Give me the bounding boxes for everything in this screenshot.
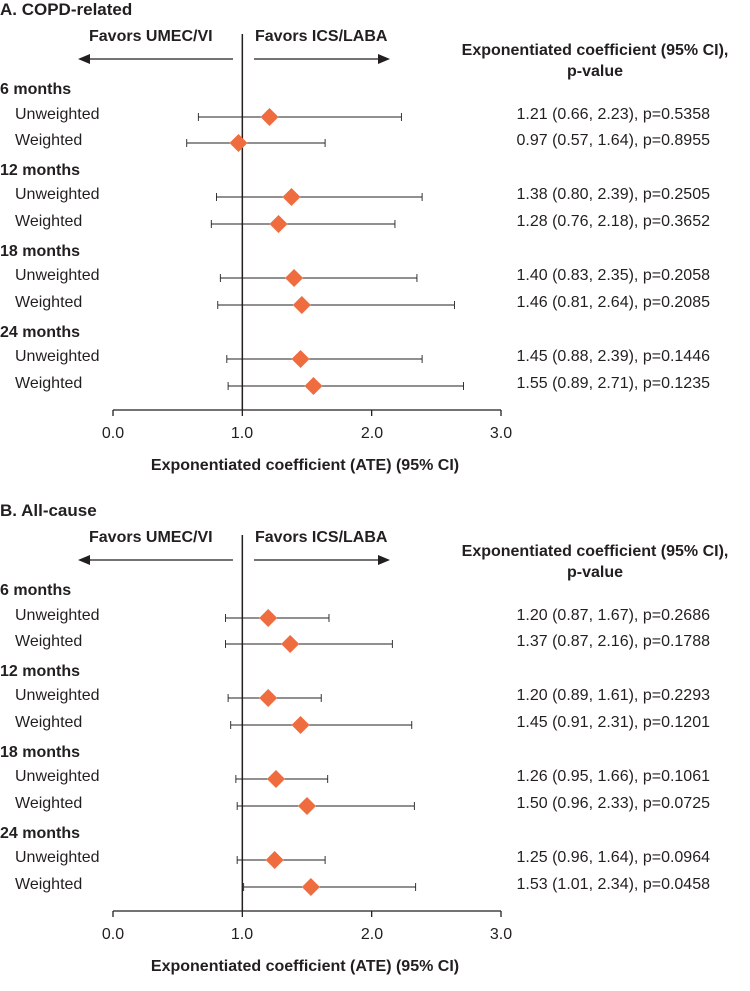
row-label: Weighted — [15, 375, 83, 392]
timepoint-label: 18 months — [0, 744, 81, 761]
favors-right-arrowhead — [378, 54, 390, 64]
forest-panel-a: A. COPD-related Favors UMEC/VI Favors IC… — [0, 0, 750, 490]
row-label: Weighted — [15, 795, 83, 812]
estimate-text: 1.26 (0.95, 1.66), p=0.1061 — [516, 768, 710, 785]
point-estimate-diamond — [260, 108, 279, 126]
x-tick-label: 0.0 — [101, 425, 125, 442]
favors-left-label: Favors UMEC/VI — [89, 28, 213, 45]
timepoint-label: 6 months — [0, 81, 72, 98]
point-estimate-diamond — [265, 851, 284, 869]
x-tick-label: 1.0 — [230, 425, 254, 442]
estimate-text: 1.40 (0.83, 2.35), p=0.2058 — [516, 267, 710, 284]
row-label: Weighted — [15, 714, 83, 731]
point-estimate-diamond — [281, 635, 300, 653]
row-label: Unweighted — [15, 768, 100, 785]
point-estimate-diamond — [304, 377, 323, 395]
estimate-text: 1.46 (0.81, 2.64), p=0.2085 — [516, 294, 710, 311]
estimate-text: 1.53 (1.01, 2.34), p=0.0458 — [516, 876, 710, 893]
row-label: Unweighted — [15, 186, 100, 203]
forest-panel-b: B. All-cause Favors UMEC/VI Favors ICS/L… — [0, 501, 750, 991]
row-label: Unweighted — [15, 687, 100, 704]
row-label: Weighted — [15, 213, 83, 230]
estimate-text: 1.37 (0.87, 2.16), p=0.1788 — [516, 633, 710, 650]
panel-title: B. All-cause — [0, 501, 97, 520]
estimate-text: 1.45 (0.91, 2.31), p=0.1201 — [516, 714, 710, 731]
estimate-text: 1.25 (0.96, 1.64), p=0.0964 — [516, 849, 710, 866]
favors-right-label: Favors ICS/LABA — [255, 529, 388, 546]
timepoint-label: 6 months — [0, 582, 72, 599]
x-tick-label: 1.0 — [230, 926, 254, 943]
estimate-text: 1.50 (0.96, 2.33), p=0.0725 — [516, 795, 710, 812]
x-tick-label: 3.0 — [489, 425, 513, 442]
panel-title: A. COPD-related — [0, 0, 133, 19]
x-tick-label: 2.0 — [360, 425, 384, 442]
estimate-text: 1.20 (0.87, 1.67), p=0.2686 — [516, 607, 710, 624]
estimate-text: 1.20 (0.89, 1.61), p=0.2293 — [516, 687, 710, 704]
x-tick-label: 3.0 — [489, 926, 513, 943]
favors-right-label: Favors ICS/LABA — [255, 28, 388, 45]
row-label: Unweighted — [15, 849, 100, 866]
point-estimate-diamond — [259, 609, 278, 627]
x-tick-label: 0.0 — [101, 926, 125, 943]
point-estimate-diamond — [259, 689, 278, 707]
favors-left-label: Favors UMEC/VI — [89, 529, 213, 546]
estimate-text: 0.97 (0.57, 1.64), p=0.8955 — [516, 132, 710, 149]
estimate-header-line2: p-value — [566, 564, 623, 581]
favors-left-arrowhead — [78, 54, 90, 64]
point-estimate-diamond — [301, 878, 320, 896]
row-label: Unweighted — [15, 106, 100, 123]
estimate-header-line1: Exponentiated coefficient (95% CI), — [461, 42, 729, 59]
estimate-column-header: Exponentiated coefficient (95% CI), p-va… — [440, 40, 750, 82]
point-estimate-diamond — [291, 350, 310, 368]
timepoint-label: 12 months — [0, 162, 81, 179]
estimate-header-line1: Exponentiated coefficient (95% CI), — [461, 543, 729, 560]
point-estimate-diamond — [282, 188, 301, 206]
estimate-text: 1.55 (0.89, 2.71), p=0.1235 — [516, 375, 710, 392]
estimate-text: 1.45 (0.88, 2.39), p=0.1446 — [516, 348, 710, 365]
point-estimate-diamond — [266, 770, 285, 788]
point-estimate-diamond — [291, 716, 310, 734]
row-label: Weighted — [15, 294, 83, 311]
row-label: Unweighted — [15, 267, 100, 284]
point-estimate-diamond — [229, 134, 248, 152]
estimate-header-line2: p-value — [566, 63, 623, 80]
timepoint-label: 24 months — [0, 324, 81, 341]
timepoint-label: 24 months — [0, 825, 81, 842]
timepoint-label: 18 months — [0, 243, 81, 260]
timepoint-label: 12 months — [0, 663, 81, 680]
x-axis-title: Exponentiated coefficient (ATE) (95% CI) — [150, 958, 460, 975]
row-label: Weighted — [15, 876, 83, 893]
row-label: Unweighted — [15, 348, 100, 365]
point-estimate-diamond — [269, 215, 288, 233]
favors-left-arrowhead — [78, 555, 90, 565]
forest-plot-svg — [78, 34, 502, 416]
point-estimate-diamond — [298, 797, 316, 815]
row-label: Unweighted — [15, 607, 100, 624]
x-tick-label: 2.0 — [360, 926, 384, 943]
row-label: Weighted — [15, 132, 83, 149]
row-label: Weighted — [15, 633, 83, 650]
point-estimate-diamond — [285, 269, 304, 287]
estimate-column-header: Exponentiated coefficient (95% CI), p-va… — [440, 541, 750, 583]
favors-right-arrowhead — [378, 555, 390, 565]
x-axis-title: Exponentiated coefficient (ATE) (95% CI) — [150, 457, 460, 474]
forest-plot-svg — [78, 535, 502, 917]
estimate-text: 1.28 (0.76, 2.18), p=0.3652 — [516, 213, 710, 230]
point-estimate-diamond — [292, 296, 311, 314]
estimate-text: 1.38 (0.80, 2.39), p=0.2505 — [516, 186, 710, 203]
estimate-text: 1.21 (0.66, 2.23), p=0.5358 — [516, 106, 710, 123]
